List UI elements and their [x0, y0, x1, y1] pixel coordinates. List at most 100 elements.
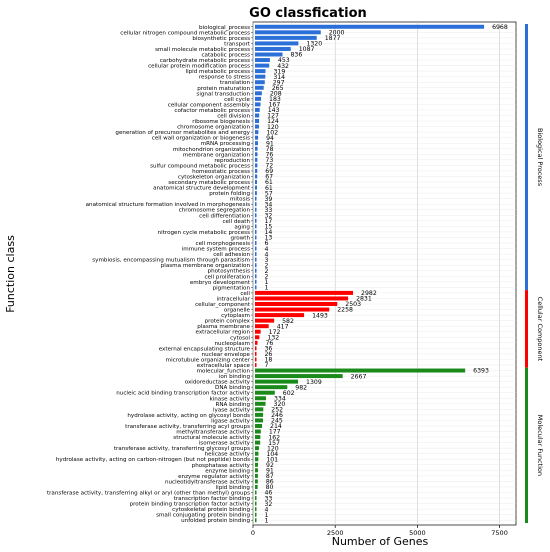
value-label: 2258 [337, 307, 353, 314]
value-label: 1493 [312, 312, 328, 319]
category-label: protein folding [209, 191, 250, 197]
category-label: growth [231, 235, 251, 241]
category-label: enzyme binding [205, 468, 250, 474]
bar [255, 229, 257, 234]
category-label: plasma membrane organization [161, 263, 251, 269]
value-label: 7 [265, 362, 269, 369]
category-label: cell proliferation [204, 274, 250, 280]
bar [255, 91, 262, 96]
category-label: small molecule metabolic process [155, 47, 250, 53]
category-label: lipid metabolic process [186, 69, 251, 75]
bar [255, 418, 264, 423]
category-label: organelle [224, 308, 251, 314]
bar [255, 407, 264, 412]
category-label: pigmentation [213, 285, 251, 291]
bar [255, 368, 466, 373]
value-label: 1 [265, 512, 269, 519]
bar [255, 207, 257, 212]
value-label: 127 [267, 113, 279, 120]
category-label: chromosome organization [177, 125, 250, 131]
value-label: 214 [270, 423, 282, 430]
value-label: 1877 [325, 35, 341, 42]
value-label: 252 [271, 407, 283, 414]
bar [255, 324, 269, 329]
bar [255, 107, 260, 112]
category-label: transferase activity, transferring acyl … [125, 424, 250, 430]
category-label: intracellular [217, 296, 251, 302]
category-label: catabolic process [201, 52, 250, 58]
value-label: 91 [266, 468, 274, 475]
value-label: 320 [274, 401, 286, 408]
value-label: 14 [265, 229, 273, 236]
value-label: 61 [265, 179, 273, 186]
bar [255, 30, 321, 35]
value-label: 3 [265, 257, 269, 264]
category-label: translation [220, 80, 251, 86]
bar [255, 96, 262, 101]
bar [255, 241, 257, 246]
category-label: cellular protein modification process [148, 64, 250, 70]
category-label: nucleotidyltransferase activity [165, 479, 251, 485]
value-label: 57 [265, 190, 273, 197]
value-label: 2667 [351, 373, 367, 380]
category-label: carbohydrate metabolic process [160, 58, 250, 64]
value-label: 92 [266, 462, 274, 469]
category-label: membrane organization [183, 152, 251, 158]
bar [255, 130, 259, 135]
category-label: kinase activity [209, 396, 250, 402]
value-label: 602 [283, 390, 295, 397]
value-label: 2831 [356, 296, 372, 303]
value-label: 69 [265, 168, 273, 175]
category-label: nitrogen cycle metabolic process [158, 230, 250, 236]
legend-group-bar [525, 367, 528, 523]
bar [255, 412, 264, 417]
category-label: methyltransferase activity [176, 430, 250, 436]
bar [255, 379, 299, 384]
category-label: cell division [217, 113, 250, 119]
value-label: 46 [265, 490, 273, 497]
value-label: 167 [268, 102, 280, 109]
bar [255, 318, 275, 323]
value-label: 453 [278, 57, 290, 64]
bar [255, 307, 330, 312]
bar [255, 268, 257, 273]
value-label: 162 [268, 434, 280, 441]
category-label: cell morphogenesis [196, 241, 251, 247]
category-label: cellular_component [195, 302, 251, 308]
value-labels: 6968200018771320108783645343231931429726… [265, 24, 508, 524]
bar [255, 335, 260, 340]
value-label: 36 [265, 346, 273, 353]
category-label: transport [224, 41, 251, 47]
bar [255, 429, 261, 434]
category-label: anatomical structure development [153, 186, 251, 192]
category-label: DNA binding [215, 385, 250, 391]
bar [255, 46, 291, 51]
category-label: secondary metabolic process [168, 180, 250, 186]
value-label: 2000 [329, 30, 345, 37]
value-label: 80 [266, 484, 274, 491]
x-tick-label: 5000 [409, 529, 426, 537]
value-label: 120 [267, 445, 279, 452]
value-label: 1 [265, 285, 269, 292]
value-label: 417 [277, 323, 289, 330]
chart-title: GO classfication [249, 6, 367, 21]
value-label: 1309 [306, 379, 322, 386]
category-label: response to stress [199, 75, 250, 81]
bar [255, 451, 259, 456]
value-label: 86 [266, 479, 274, 486]
x-tick-label: 2500 [327, 529, 344, 537]
bar [255, 58, 270, 63]
category-label: cell adhesion [213, 252, 250, 258]
bar [255, 157, 258, 162]
value-label: 32 [265, 501, 273, 508]
category-label: immune system process [182, 247, 250, 253]
bar [255, 290, 354, 295]
value-label: 72 [265, 163, 273, 170]
value-label: 76 [265, 151, 273, 158]
bar [255, 385, 288, 390]
plot-area [252, 21, 517, 526]
bar [255, 423, 263, 428]
x-tick-label: 7500 [491, 529, 508, 537]
bar [255, 185, 258, 190]
